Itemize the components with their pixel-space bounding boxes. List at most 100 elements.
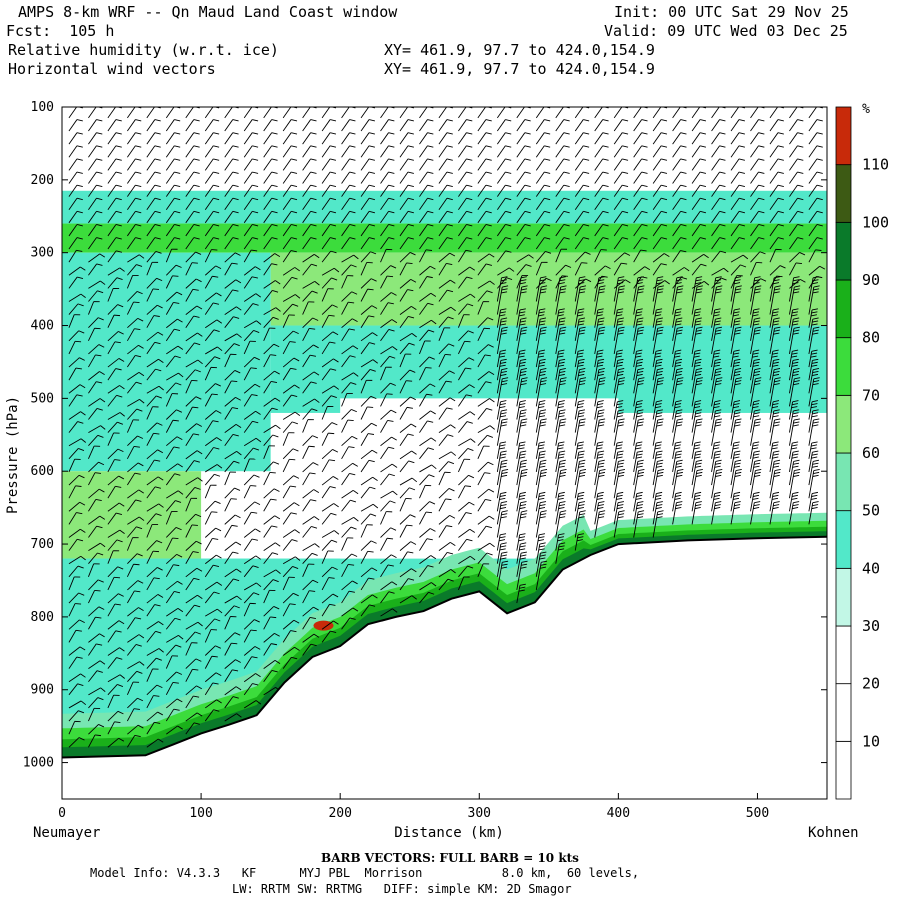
wind-barb bbox=[535, 358, 546, 381]
wind-barb bbox=[166, 580, 183, 591]
wind-barb bbox=[555, 377, 567, 407]
wind-barb bbox=[185, 594, 203, 604]
wind-barb bbox=[808, 308, 819, 328]
wind-barb bbox=[282, 394, 298, 407]
wind-barb bbox=[165, 119, 181, 132]
wind-barb bbox=[127, 145, 142, 158]
wind-barb bbox=[399, 184, 414, 197]
wind-barb bbox=[321, 358, 339, 368]
wind-barb bbox=[808, 158, 823, 171]
wind-barb bbox=[68, 458, 81, 473]
wind-barb bbox=[282, 656, 298, 669]
wind-barb bbox=[263, 184, 278, 197]
wind-barb bbox=[302, 590, 316, 604]
wind-barb bbox=[458, 293, 476, 302]
wind-barb bbox=[672, 145, 687, 158]
wind-barb bbox=[555, 210, 570, 224]
wind-barb bbox=[613, 349, 623, 368]
wind-barb bbox=[263, 171, 278, 184]
wind-barb bbox=[224, 145, 239, 158]
wind-barb bbox=[516, 533, 526, 551]
wind-barb bbox=[750, 349, 760, 368]
wind-barb bbox=[146, 184, 161, 197]
wind-barb bbox=[88, 633, 105, 643]
wind-barb bbox=[282, 485, 297, 499]
wind-barb bbox=[691, 368, 703, 394]
wind-barb bbox=[789, 171, 804, 184]
wind-barb bbox=[458, 119, 473, 132]
wind-barb bbox=[107, 412, 125, 420]
wind-barb bbox=[263, 280, 281, 289]
wind-barb bbox=[243, 602, 256, 617]
wind-barb bbox=[399, 119, 414, 132]
wind-barb bbox=[672, 224, 687, 237]
wind-barb bbox=[204, 224, 220, 237]
wind-barb bbox=[68, 210, 83, 224]
wind-barb bbox=[126, 301, 140, 315]
wind-barb bbox=[496, 491, 507, 512]
colorbar-swatch bbox=[835, 221, 852, 281]
wind-barb bbox=[185, 288, 199, 302]
wind-barb bbox=[750, 418, 761, 446]
wind-barb bbox=[224, 551, 239, 564]
wind-barb bbox=[672, 400, 682, 420]
wind-barb bbox=[341, 145, 356, 158]
wind-barb bbox=[165, 446, 180, 460]
wind-barb bbox=[107, 250, 123, 263]
wind-barb bbox=[146, 524, 159, 538]
wind-barb bbox=[165, 393, 179, 407]
wind-barb bbox=[496, 308, 507, 328]
wind-barb bbox=[185, 497, 198, 512]
wind-barb bbox=[672, 358, 683, 381]
wind-barb bbox=[496, 510, 508, 538]
wind-barb bbox=[282, 158, 298, 171]
field-name-wind: Horizontal wind vectors bbox=[8, 60, 216, 78]
wind-barb bbox=[165, 210, 181, 224]
wind-barb bbox=[224, 343, 240, 355]
wind-barb bbox=[633, 326, 645, 355]
wind-barb bbox=[166, 490, 184, 499]
wind-barb bbox=[282, 145, 298, 158]
wind-barb bbox=[555, 317, 566, 341]
wind-barb bbox=[302, 643, 317, 656]
wind-barb bbox=[633, 171, 648, 184]
wind-barb bbox=[808, 377, 820, 407]
wind-barb bbox=[68, 448, 85, 460]
wind-barb bbox=[321, 593, 339, 604]
wind-barb bbox=[185, 567, 203, 578]
wind-barb bbox=[672, 349, 682, 368]
wind-barb bbox=[127, 670, 143, 683]
wind-barb bbox=[789, 368, 800, 394]
wind-barb bbox=[516, 510, 528, 538]
wind-barb bbox=[107, 119, 122, 132]
wind-barb bbox=[535, 210, 551, 224]
terrain-fill bbox=[62, 536, 827, 799]
wind-barb bbox=[165, 382, 182, 394]
colorbar-tick-label: 60 bbox=[862, 444, 880, 462]
wind-barb bbox=[730, 349, 740, 368]
wind-barb bbox=[127, 553, 143, 565]
wind-barb bbox=[321, 250, 337, 263]
wind-barb bbox=[243, 592, 260, 604]
wind-barb bbox=[146, 594, 164, 604]
wind-barb bbox=[496, 184, 512, 197]
wind-barb bbox=[107, 314, 121, 328]
wind-barb bbox=[399, 315, 415, 328]
wind-barb bbox=[282, 197, 298, 210]
wind-barb bbox=[380, 490, 398, 499]
wind-barb bbox=[126, 590, 141, 604]
wind-barb bbox=[516, 237, 531, 250]
wind-barb bbox=[496, 326, 508, 355]
wind-barb bbox=[88, 327, 101, 342]
wind-barb bbox=[808, 418, 820, 446]
wind-barb bbox=[341, 489, 359, 499]
cross-section-xy-1: XY= 461.9, 97.7 to 424.0,154.9 bbox=[384, 41, 655, 59]
wind-barb bbox=[750, 491, 760, 512]
wind-barb bbox=[516, 210, 531, 224]
wind-barb bbox=[166, 698, 183, 709]
wind-barb bbox=[555, 533, 565, 551]
wind-barb bbox=[516, 409, 527, 433]
wind-barb bbox=[243, 249, 258, 263]
wind-barb bbox=[165, 132, 181, 145]
wind-barb bbox=[769, 459, 781, 486]
